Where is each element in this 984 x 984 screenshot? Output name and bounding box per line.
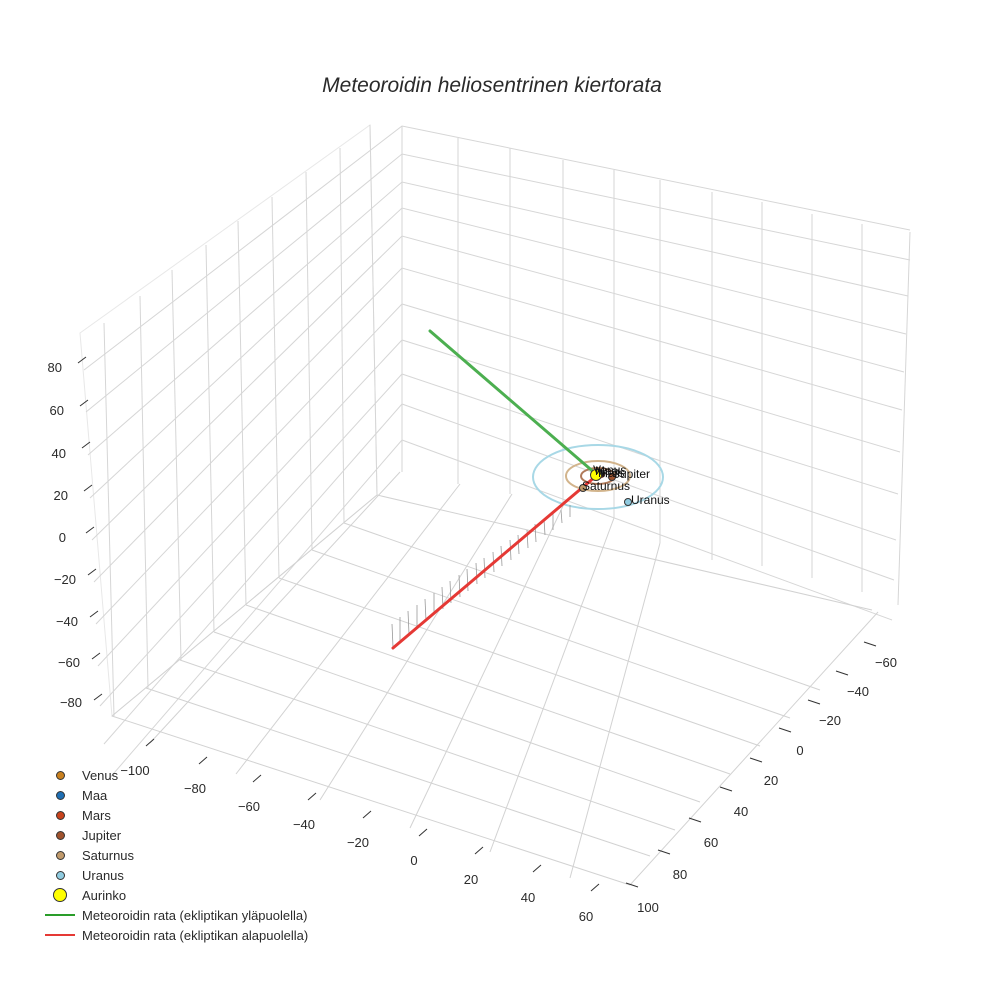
grid-back-right-wall <box>401 126 911 606</box>
svg-text:20: 20 <box>54 488 68 503</box>
svg-text:60: 60 <box>704 835 718 850</box>
svg-text:80: 80 <box>673 867 687 882</box>
svg-text:−40: −40 <box>847 684 869 699</box>
legend-label: Meteoroidin rata (ekliptikan yläpuolella… <box>82 907 308 923</box>
legend-marker-icon <box>55 830 65 840</box>
legend-marker-icon <box>53 888 67 902</box>
svg-text:−60: −60 <box>238 799 260 814</box>
legend-marker-icon <box>55 870 65 880</box>
svg-text:20: 20 <box>464 872 478 887</box>
orbit-uranus <box>532 444 664 510</box>
orbit-saturnus <box>565 460 631 492</box>
svg-text:Saturnus: Saturnus <box>582 479 630 493</box>
svg-text:Maa: Maa <box>595 464 619 478</box>
svg-text:100: 100 <box>637 900 659 915</box>
grid-back-left-wall <box>79 124 911 781</box>
svg-text:−80: −80 <box>184 781 206 796</box>
planet-markers <box>579 468 632 506</box>
svg-text:−20: −20 <box>819 713 841 728</box>
legend-item-aurinko[interactable]: Aurinko <box>40 885 308 905</box>
y-axis-tick-labels: −60 −40 −20 0 20 40 60 80 100 <box>637 655 897 915</box>
svg-text:−20: −20 <box>347 835 369 850</box>
legend-item-uranus[interactable]: Uranus <box>40 865 308 885</box>
marker-jupiter <box>608 473 616 481</box>
svg-text:Venus: Venus <box>593 463 626 477</box>
svg-text:−60: −60 <box>875 655 897 670</box>
legend-marker-icon <box>55 810 65 820</box>
svg-text:Jupiter: Jupiter <box>614 467 650 481</box>
planet-labels: Venus Maa Mars Jupiter Saturnus Uranus <box>582 463 670 507</box>
marker-uranus <box>624 498 632 506</box>
legend-label: Uranus <box>82 867 124 883</box>
svg-text:40: 40 <box>734 804 748 819</box>
svg-text:20: 20 <box>764 773 778 788</box>
legend-item-maa[interactable]: Maa <box>40 785 308 805</box>
legend-item-mars[interactable]: Mars <box>40 805 308 825</box>
svg-text:Mars: Mars <box>598 466 625 480</box>
svg-text:−20: −20 <box>54 572 76 587</box>
chart-title: Meteoroidin heliosentrinen kiertorata <box>322 74 662 97</box>
svg-text:−40: −40 <box>56 614 78 629</box>
legend: Venus Maa Mars Jupiter Saturnus Uranus A… <box>40 765 308 945</box>
marker-saturnus <box>579 484 587 492</box>
x-axis-tick-labels: −100 −80 −60 −40 −20 0 20 40 60 <box>120 763 593 924</box>
svg-text:60: 60 <box>50 403 64 418</box>
svg-text:Uranus: Uranus <box>631 493 670 507</box>
legend-label: Jupiter <box>82 827 122 843</box>
legend-item-trajectory-above[interactable]: Meteoroidin rata (ekliptikan yläpuolella… <box>40 905 308 925</box>
legend-marker-icon <box>55 850 65 860</box>
legend-line-icon <box>45 934 75 936</box>
legend-marker-icon <box>55 770 65 780</box>
svg-text:−80: −80 <box>60 695 82 710</box>
svg-text:−100: −100 <box>120 763 149 778</box>
legend-label: Meteoroidin rata (ekliptikan alapuolella… <box>82 927 309 943</box>
legend-item-jupiter[interactable]: Jupiter <box>40 825 308 845</box>
svg-text:0: 0 <box>410 853 417 868</box>
trajectory-above-ecliptic[interactable] <box>428 329 598 476</box>
svg-text:60: 60 <box>579 909 593 924</box>
svg-text:0: 0 <box>59 530 66 545</box>
svg-text:80: 80 <box>48 360 62 375</box>
grid-floor <box>111 471 879 886</box>
svg-text:−60: −60 <box>58 655 80 670</box>
svg-text:−40: −40 <box>293 817 315 832</box>
legend-label: Venus <box>82 767 119 783</box>
trajectory-below-ecliptic[interactable] <box>391 474 598 650</box>
legend-item-saturnus[interactable]: Saturnus <box>40 845 308 865</box>
svg-text:40: 40 <box>52 446 66 461</box>
legend-label: Saturnus <box>82 847 135 863</box>
legend-label: Mars <box>82 807 111 823</box>
marker-aurinko <box>590 469 602 481</box>
legend-item-venus[interactable]: Venus <box>40 765 308 785</box>
legend-label: Aurinko <box>82 887 127 903</box>
z-axis-tick-labels: 80 60 40 20 0 −20 −40 −60 −80 <box>48 360 82 710</box>
legend-item-trajectory-below[interactable]: Meteoroidin rata (ekliptikan alapuolella… <box>40 925 308 945</box>
legend-marker-icon <box>55 790 65 800</box>
tick-marks <box>77 356 877 892</box>
legend-label: Maa <box>82 787 108 803</box>
svg-text:0: 0 <box>796 743 803 758</box>
legend-line-icon <box>45 914 75 916</box>
svg-text:40: 40 <box>521 890 535 905</box>
